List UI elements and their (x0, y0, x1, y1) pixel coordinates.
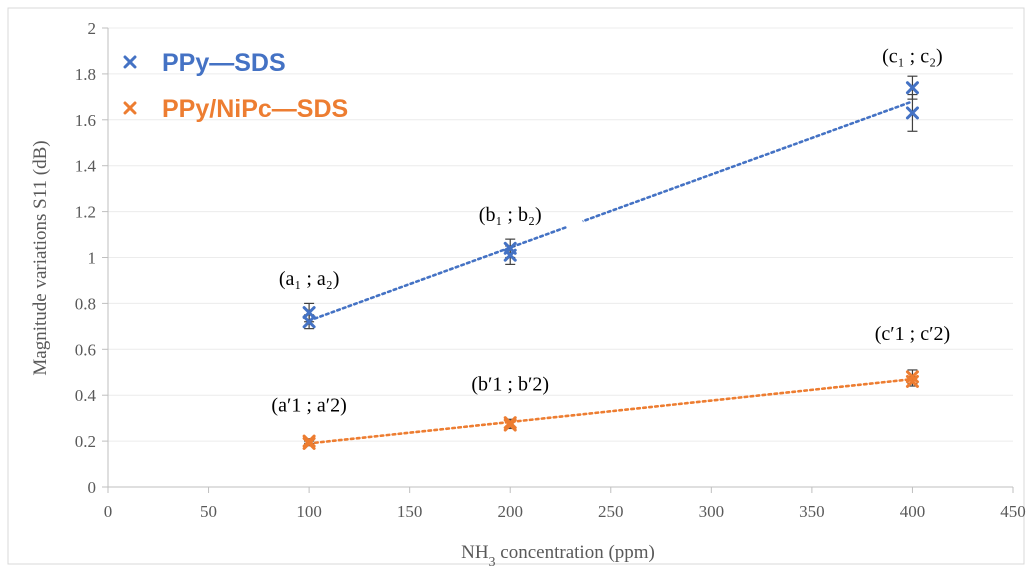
legend-marker-series-1 (123, 55, 137, 69)
x-tick-label: 250 (598, 502, 624, 521)
trendline-series-1 (307, 100, 914, 322)
y-axis-title: Magnitude variations S11 (dB) (30, 140, 51, 375)
x-tick-label: 300 (699, 502, 725, 521)
y-tick-label: 2 (88, 19, 97, 38)
legend: PPy—SDS PPy/NiPc—SDS (123, 49, 348, 123)
y-tick-labels: 0 0.2 0.4 0.6 0.8 1 1.2 1.4 1.6 1.8 2 (75, 19, 97, 497)
point-label: (b′1 ; b′2) (471, 374, 549, 396)
data-point-series-2 (905, 374, 919, 388)
point-label: (a₁ ; a₂) (279, 268, 340, 290)
y-tick-label: 0.4 (75, 386, 97, 405)
data-points (302, 81, 919, 450)
data-point-series-1 (905, 106, 919, 120)
trendline-series-2 (307, 377, 914, 445)
data-point-series-2 (302, 436, 316, 450)
legend-label-series-2: PPy/NiPc—SDS (162, 95, 348, 123)
point-label: (c′1 ; c′2) (875, 323, 950, 345)
trendline-gap (565, 218, 584, 230)
x-tick-label: 0 (104, 502, 113, 521)
y-tick-label: 1.2 (75, 203, 96, 222)
x-tick-labels: 0 50 100 150 200 250 300 350 400 450 (104, 502, 1026, 521)
point-label: (a′1 ; a′2) (271, 394, 346, 416)
point-label: (c₁ ; c₂) (882, 45, 943, 67)
y-tick-label: 0.6 (75, 340, 96, 359)
y-tick-label: 1 (88, 249, 97, 268)
data-point-series-2 (503, 418, 517, 432)
annotations: (a₁ ; a₂) (b₁ ; b₂) (c₁ ; c₂) (a′1 ; a′2) (b… (271, 45, 950, 416)
y-tick-label: 1.6 (75, 111, 96, 130)
axes (102, 27, 1014, 493)
point-label: (b₁ ; b₂) (479, 204, 542, 226)
x-tick-label: 150 (397, 502, 423, 521)
y-tick-label: 0.8 (75, 294, 96, 313)
data-point-series-1 (302, 306, 316, 320)
legend-marker-series-2 (123, 101, 137, 115)
y-tick-label: 0 (88, 478, 97, 497)
data-point-series-1 (302, 315, 316, 329)
data-point-series-2 (302, 434, 316, 448)
y-tick-label: 0.2 (75, 432, 96, 451)
x-tick-label: 200 (497, 502, 523, 521)
trendlines (307, 100, 914, 445)
y-tick-label: 1.4 (75, 157, 97, 176)
data-point-series-1 (503, 248, 517, 262)
x-tick-label: 400 (900, 502, 926, 521)
x-axis-title: NH3 concentration (ppm) (461, 542, 655, 570)
data-point-series-1 (905, 81, 919, 95)
data-point-series-2 (503, 416, 517, 430)
x-tick-label: 350 (799, 502, 825, 521)
gridlines (108, 27, 1013, 442)
x-tick-label: 50 (200, 502, 217, 521)
y-tick-label: 1.8 (75, 65, 96, 84)
chart-border (7, 7, 1025, 565)
x-tick-label: 450 (1000, 502, 1026, 521)
x-tick-label: 100 (296, 502, 322, 521)
legend-label-series-1: PPy—SDS (162, 49, 286, 77)
